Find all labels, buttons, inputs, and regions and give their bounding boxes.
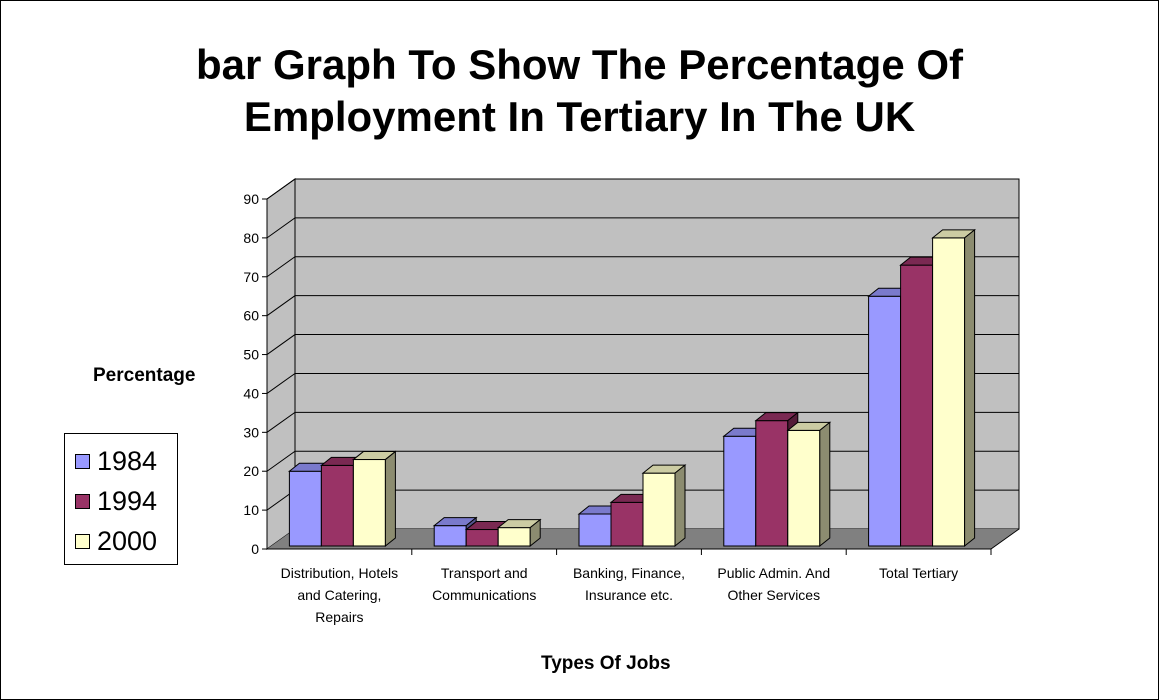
bar-side-2000-0 — [384, 450, 396, 548]
y-tick-label: 60 — [243, 308, 259, 324]
x-tick-label: Public Admin. And Other Services — [717, 565, 830, 603]
y-axis-label: Percentage — [93, 365, 196, 386]
y-tick-label: 20 — [243, 463, 259, 479]
y-tick-label: 40 — [243, 385, 259, 401]
gridline — [266, 334, 1019, 355]
bar-1984-0 — [288, 470, 322, 547]
bar-1984-4 — [868, 295, 902, 547]
bar-side-2000-2 — [674, 464, 686, 548]
legend-item-1984: 1984 — [75, 444, 157, 478]
bar-1994-1 — [465, 529, 499, 547]
gridline — [266, 372, 1019, 394]
y-tick-label: 30 — [243, 424, 259, 440]
x-axis-label: Types Of Jobs — [541, 653, 671, 674]
bar-side-2000-1 — [529, 518, 541, 548]
y-tick-label: 90 — [243, 191, 259, 207]
legend-label-1984: 1984 — [97, 445, 158, 476]
legend-swatch-1994 — [75, 493, 90, 509]
chart-title: bar Graph To Show The Percentage Of Empl… — [195, 41, 963, 140]
legend-item-1994: 1994 — [75, 484, 157, 518]
bar-2000-3 — [787, 429, 821, 547]
bar-1984-2 — [578, 513, 612, 547]
x-tick-label: Transport and Communications — [432, 565, 536, 603]
legend-swatch-1984 — [75, 453, 90, 469]
bar-1994-0 — [320, 464, 354, 547]
floor-edge — [990, 528, 1020, 550]
gridline — [266, 256, 1019, 278]
gridline — [266, 178, 1019, 200]
legend-label-2000: 2000 — [97, 525, 158, 556]
x-tick-label: Distribution, Hotels and Catering, Repairs — [281, 565, 399, 625]
gridline — [266, 295, 1019, 317]
x-tick-label: Banking, Finance, Insurance etc. — [573, 565, 685, 603]
legend-item-2000: 2000 — [75, 524, 157, 558]
bar-2000-0 — [352, 459, 386, 547]
bar-1994-2 — [610, 501, 644, 547]
bar-2000-2 — [642, 472, 676, 547]
bar-side-2000-3 — [819, 421, 831, 548]
bar-1994-3 — [755, 420, 789, 547]
y-tick-label: 10 — [243, 502, 259, 518]
y-tick-label: 80 — [243, 230, 259, 246]
y-tick-label: 70 — [243, 269, 259, 285]
bar-side-2000-4 — [964, 228, 976, 548]
bar-2000-1 — [497, 527, 531, 547]
legend-swatch-2000 — [75, 533, 90, 549]
x-tick-label: Total Tertiary — [879, 565, 958, 581]
legend: 1984 1994 2000 — [64, 433, 178, 565]
y-tick-label: 50 — [243, 347, 259, 363]
legend-label-1994: 1994 — [97, 485, 158, 516]
bar-1984-1 — [433, 525, 467, 547]
bar-2000-4 — [932, 237, 966, 547]
bar-1984-3 — [723, 435, 757, 547]
bar-1994-4 — [900, 264, 934, 547]
y-tick-label: 0 — [251, 541, 259, 557]
gridline — [266, 217, 1019, 239]
